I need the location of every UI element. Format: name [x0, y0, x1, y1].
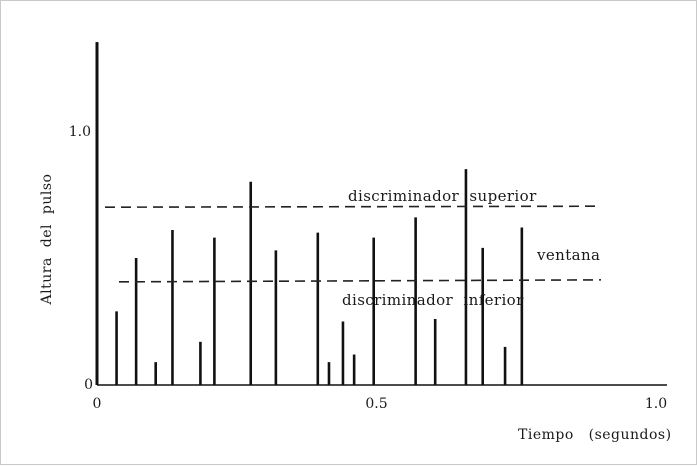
y-tick-label-1-0: 1.0: [69, 124, 91, 140]
x-tick-label-1-0: 1.0: [645, 396, 667, 412]
lower-discriminator-label: discriminador inferior: [342, 291, 524, 309]
y-tick-label-0: 0: [84, 377, 93, 393]
x-tick-label-0: 0: [93, 396, 102, 412]
upper-discriminator-line: [104, 205, 602, 208]
window-label: ventana: [536, 246, 600, 264]
x-tick-label-0-5: 0.5: [365, 396, 387, 412]
y-axis-label: Altura del pulso: [39, 174, 55, 306]
lower-discriminator-line: [118, 279, 602, 283]
pulse-marks: [95, 42, 524, 385]
upper-discriminator-label: discriminador superior: [348, 187, 537, 205]
x-axis-label: Tiempo (segundos): [518, 427, 672, 443]
